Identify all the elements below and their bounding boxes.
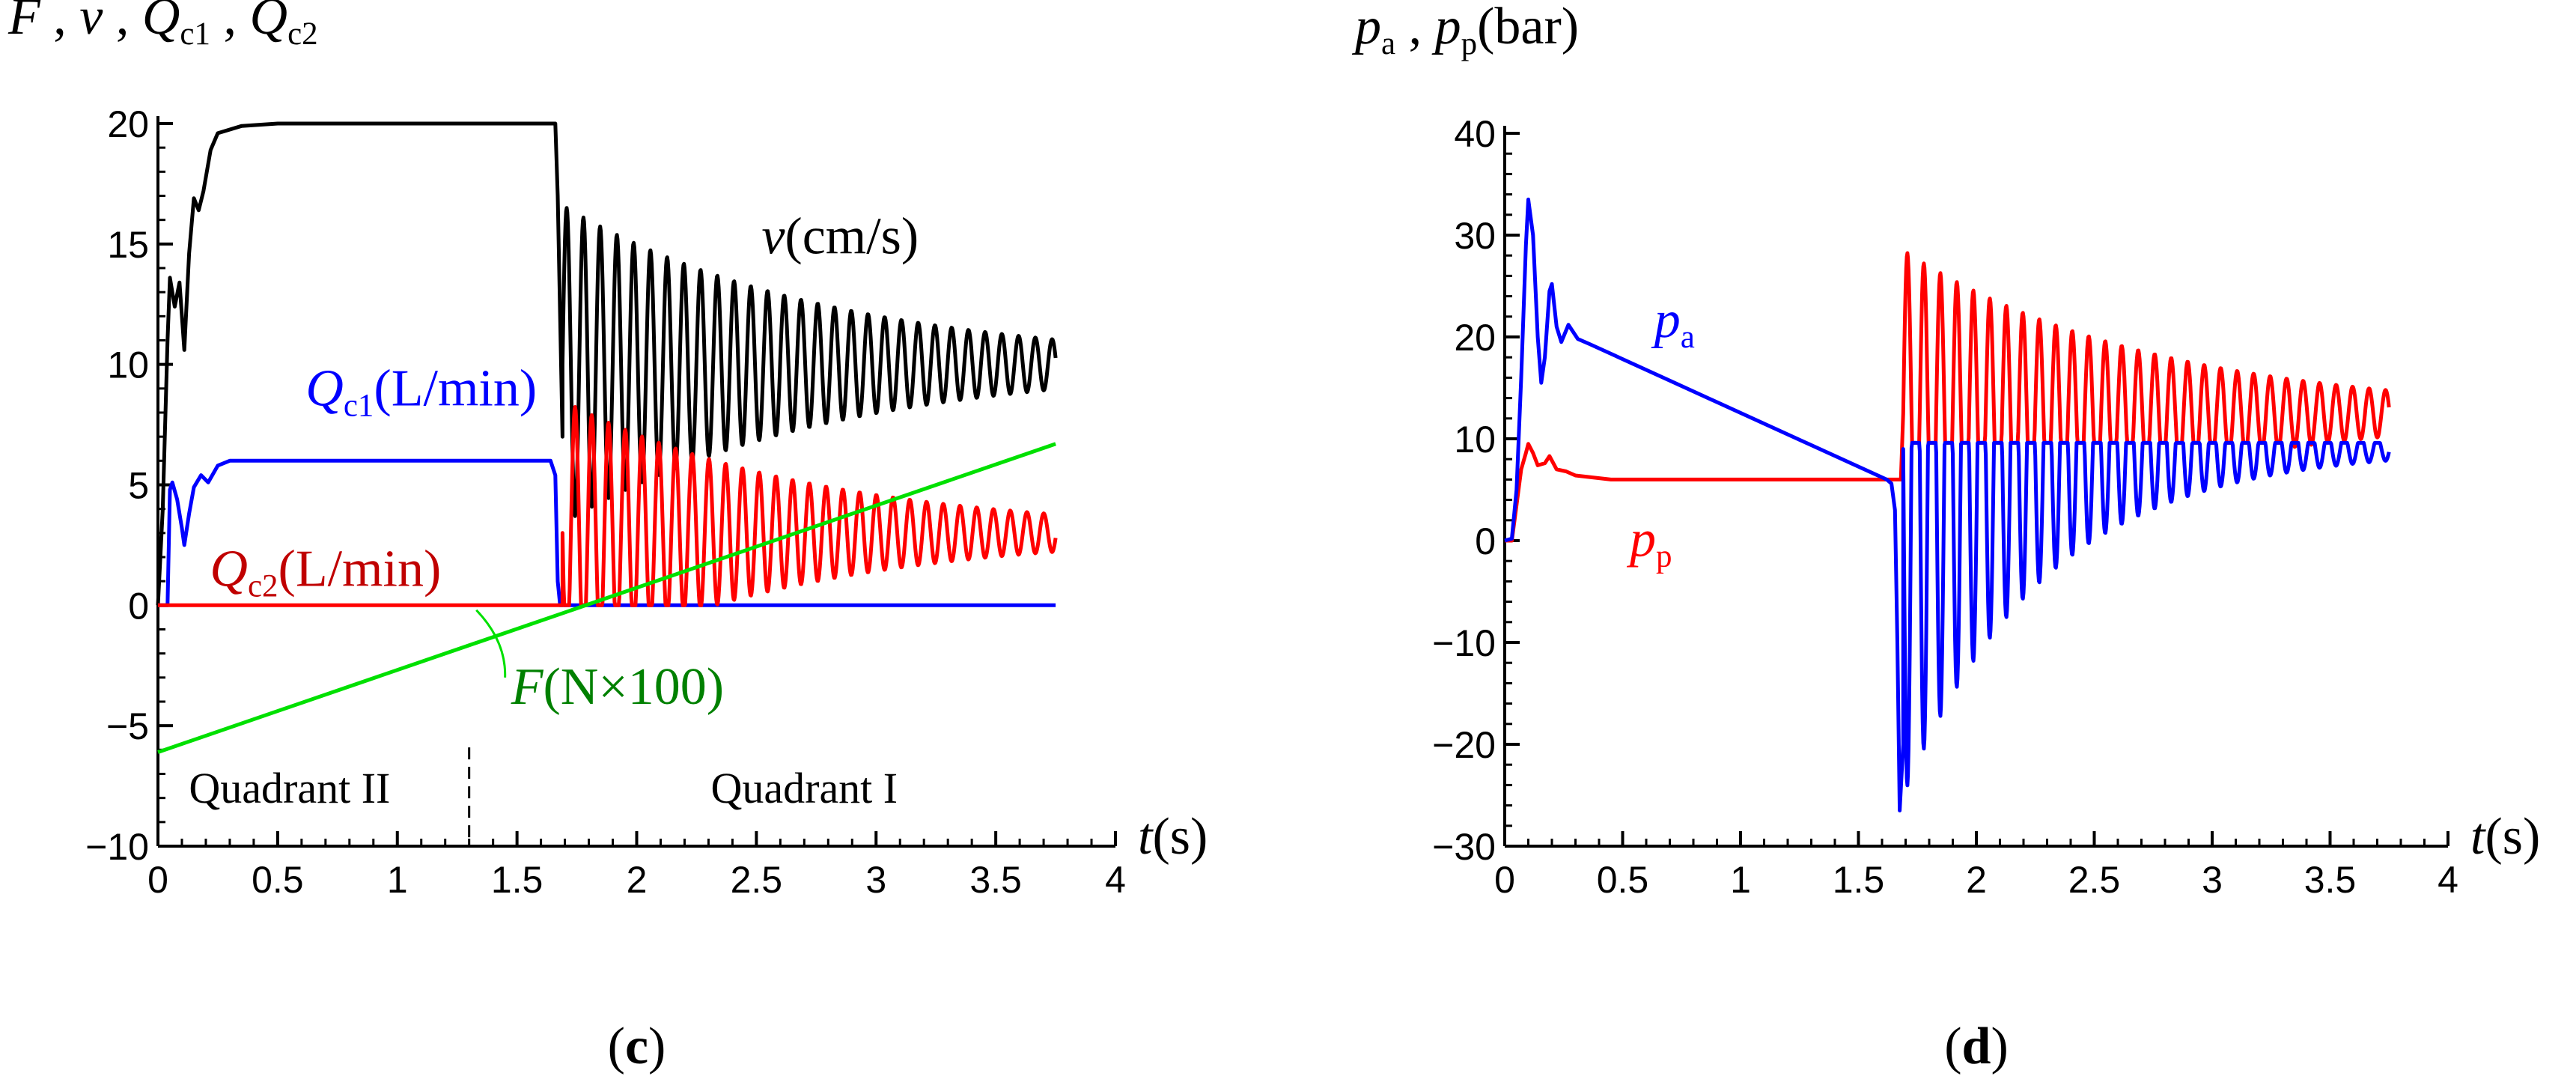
series-label: Qc1(L/min) — [305, 359, 537, 423]
x-axis-title: t(s) — [1138, 808, 1208, 866]
y-tick-label: 0 — [128, 585, 149, 627]
y-tick-label: 10 — [107, 344, 149, 386]
x-tick-label: 3 — [2202, 859, 2223, 901]
series-label: Qc2(L/min) — [210, 541, 441, 604]
series-line-pp — [1505, 251, 2391, 543]
x-tick-label: 4 — [2438, 859, 2458, 901]
y-tick-label: 15 — [107, 224, 149, 266]
series-line-f-n-100- — [157, 442, 1056, 754]
series-line-qc1-l-min- — [158, 458, 1056, 607]
y-tick-label: 10 — [1454, 419, 1496, 461]
series-label: pp — [1626, 510, 1672, 574]
y-tick-label: 20 — [107, 103, 149, 145]
y-tick-label: −30 — [1432, 826, 1496, 868]
x-tick-label: 0 — [147, 859, 168, 901]
leader-line — [475, 609, 507, 678]
x-tick-label: 4 — [1105, 859, 1126, 901]
panel-c-chart: 0 0.5 1 1.5 2 2.5 3 3.5 4 −10 −5 0 5 10 15 20 Quadrant I… — [7, 0, 1208, 1075]
x-tick-label: 1.5 — [1833, 859, 1885, 901]
series-line-pa — [1504, 197, 2391, 812]
x-tick-label: 1 — [1730, 859, 1751, 901]
quadrant-label: Quadrant II — [189, 764, 390, 812]
series-line-v-cm-s- — [156, 121, 1058, 606]
y-tick-label: 40 — [1454, 113, 1496, 155]
series-label: F(N×100) — [511, 658, 724, 716]
x-tick-label: 3 — [865, 859, 886, 901]
series-line-qc2-l-min- — [158, 405, 1058, 607]
x-tick-label: 0.5 — [1597, 859, 1649, 901]
x-tick-label: 2 — [627, 859, 648, 901]
x-tick-label: 3.5 — [2304, 859, 2357, 901]
y-axis-title: F , v , Qc1 , Qc2 — [7, 0, 318, 52]
y-tick-label: 0 — [1475, 520, 1496, 562]
y-tick-label: −10 — [85, 826, 149, 868]
x-tick-label: 2 — [1966, 859, 1987, 901]
y-tick-label: 20 — [1454, 317, 1496, 359]
x-tick-label: 3.5 — [969, 859, 1022, 901]
x-axis-title: t(s) — [2470, 808, 2540, 866]
x-tick-label: 0.5 — [252, 859, 304, 901]
y-axis-title: pa , pp(bar) — [1351, 0, 1579, 61]
y-tick-label: −5 — [106, 705, 149, 747]
quadrant-label: Quadrant I — [711, 764, 898, 812]
y-tick-label: −20 — [1432, 724, 1496, 766]
x-tick-label: 1 — [387, 859, 408, 901]
series-label: pa — [1651, 291, 1695, 355]
y-tick-label: 5 — [128, 465, 149, 507]
x-tick-label: 2.5 — [2068, 859, 2121, 901]
series-label: v(cm/s) — [761, 208, 919, 266]
panel-label: (d) — [1944, 1018, 2009, 1075]
x-tick-label: 0 — [1494, 859, 1515, 901]
x-tick-label: 1.5 — [491, 859, 543, 901]
panel-label: (c) — [608, 1018, 666, 1075]
panel-d-chart: 0 0.5 1 1.5 2 2.5 3 3.5 4 −30 −20 −10 0 10 20 30 40 pp pa p… — [1351, 0, 2540, 1075]
y-tick-label: 30 — [1454, 215, 1496, 257]
x-tick-label: 2.5 — [731, 859, 783, 901]
y-tick-label: −10 — [1432, 622, 1496, 664]
